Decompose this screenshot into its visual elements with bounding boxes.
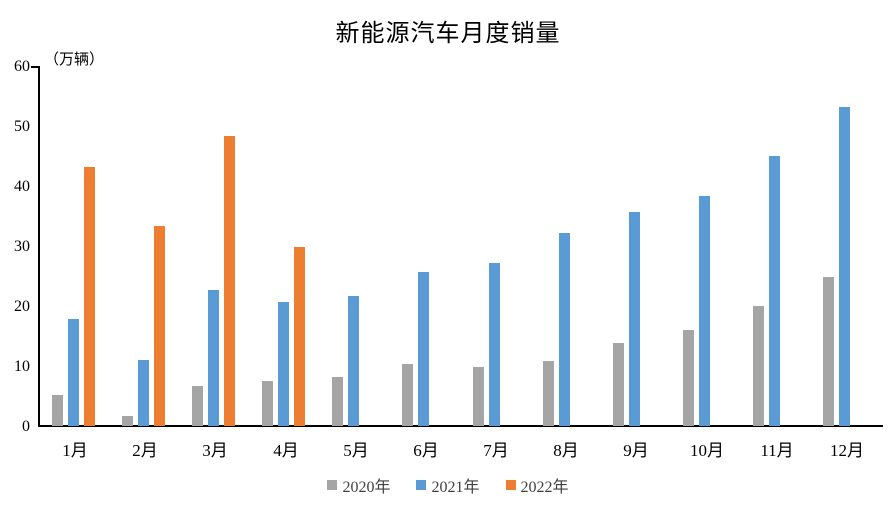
- bar-2021年-8月: [559, 233, 570, 426]
- bar-2020年-7月: [473, 367, 484, 426]
- legend-label: 2020年: [342, 479, 391, 496]
- x-tick-label-2月: 2月: [132, 441, 158, 460]
- bar-2020年-5月: [332, 377, 343, 426]
- bar-2022年-2月: [154, 226, 165, 426]
- bar-2020年-10月: [683, 330, 694, 426]
- x-tick-label-11月: 11月: [760, 441, 794, 460]
- bar-2020年-4月: [262, 381, 273, 426]
- y-axis-tick: [31, 66, 38, 68]
- y-axis-line: [38, 66, 40, 427]
- x-axis-line: [38, 425, 883, 427]
- bar-2020年-11月: [753, 306, 764, 426]
- bar-2021年-2月: [138, 360, 149, 426]
- x-tick-label-7月: 7月: [483, 441, 509, 460]
- bar-2022年-1月: [84, 167, 95, 426]
- legend-item-2022年: 2022年: [505, 473, 569, 497]
- bar-2022年-3月: [224, 136, 235, 426]
- y-tick-label-0: 0: [22, 418, 30, 435]
- x-tick-label-5月: 5月: [343, 441, 369, 460]
- bar-2021年-5月: [348, 296, 359, 426]
- x-tick-label-1月: 1月: [62, 441, 88, 460]
- y-tick-label-30: 30: [14, 238, 30, 255]
- x-tick-label-4月: 4月: [273, 441, 299, 460]
- x-tick-label-8月: 8月: [553, 441, 579, 460]
- bar-2021年-3月: [208, 290, 219, 426]
- legend-label: 2021年: [431, 479, 480, 496]
- bar-2020年-8月: [543, 361, 554, 426]
- bar-2021年-11月: [769, 156, 780, 426]
- x-tick-label-12月: 12月: [830, 441, 864, 460]
- bar-2020年-2月: [122, 416, 133, 426]
- legend-swatch-icon: [416, 480, 427, 490]
- chart-title: 新能源汽车月度销量: [335, 21, 561, 47]
- bar-2021年-4月: [278, 302, 289, 426]
- y-tick-label-10: 10: [14, 358, 30, 375]
- bar-2021年-7月: [489, 263, 500, 426]
- y-tick-label-50: 50: [14, 118, 30, 135]
- x-tick-label-10月: 10月: [690, 441, 724, 460]
- y-tick-label-60: 60: [14, 58, 30, 75]
- bar-2020年-3月: [192, 386, 203, 426]
- bar-2021年-12月: [839, 107, 850, 426]
- bar-2022年-4月: [294, 247, 305, 426]
- x-tick-label-9月: 9月: [623, 441, 649, 460]
- bar-2021年-10月: [699, 196, 710, 426]
- legend-swatch-icon: [505, 480, 516, 490]
- bar-2020年-12月: [823, 277, 834, 426]
- y-axis-unit-label: （万辆）: [44, 52, 105, 68]
- bar-2020年-6月: [402, 364, 413, 426]
- legend-swatch-icon: [327, 480, 338, 490]
- legend-item-2020年: 2020年: [327, 473, 390, 497]
- y-tick-label-40: 40: [14, 178, 30, 195]
- legend: 2020年 2021年 2022年: [0, 473, 896, 497]
- x-tick-label-6月: 6月: [413, 441, 439, 460]
- bar-2020年-1月: [52, 395, 63, 426]
- bar-2021年-6月: [418, 272, 429, 426]
- bar-2021年-1月: [68, 319, 79, 426]
- legend-label: 2022年: [520, 479, 569, 496]
- bar-2021年-9月: [629, 212, 640, 426]
- legend-item-2021年: 2021年: [416, 473, 480, 497]
- bar-2020年-9月: [613, 343, 624, 426]
- x-tick-label-3月: 3月: [202, 441, 228, 460]
- y-tick-label-20: 20: [14, 298, 30, 315]
